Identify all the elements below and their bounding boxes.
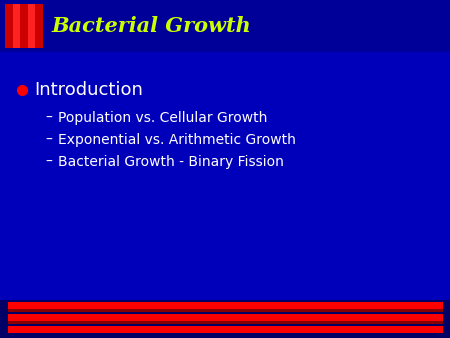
Bar	[8, 302, 443, 309]
Text: Exponential vs. Arithmetic Growth: Exponential vs. Arithmetic Growth	[58, 133, 296, 147]
Text: –: –	[45, 133, 52, 147]
Bar	[8, 326, 443, 333]
Bar	[36, 4, 43, 48]
Text: Population vs. Cellular Growth: Population vs. Cellular Growth	[58, 111, 267, 125]
Text: –: –	[45, 111, 52, 125]
Text: Bacterial Growth - Binary Fission: Bacterial Growth - Binary Fission	[58, 155, 284, 169]
Text: Introduction: Introduction	[34, 81, 143, 99]
Bar	[8, 321, 443, 324]
Text: Bacterial Growth: Bacterial Growth	[51, 16, 251, 36]
Bar	[8, 309, 443, 312]
Bar	[0, 300, 450, 338]
Bar	[28, 4, 36, 48]
Bar	[8, 314, 443, 321]
Bar	[13, 4, 20, 48]
Bar	[0, 0, 450, 52]
Bar	[5, 4, 13, 48]
Text: –: –	[45, 155, 52, 169]
Bar	[20, 4, 28, 48]
